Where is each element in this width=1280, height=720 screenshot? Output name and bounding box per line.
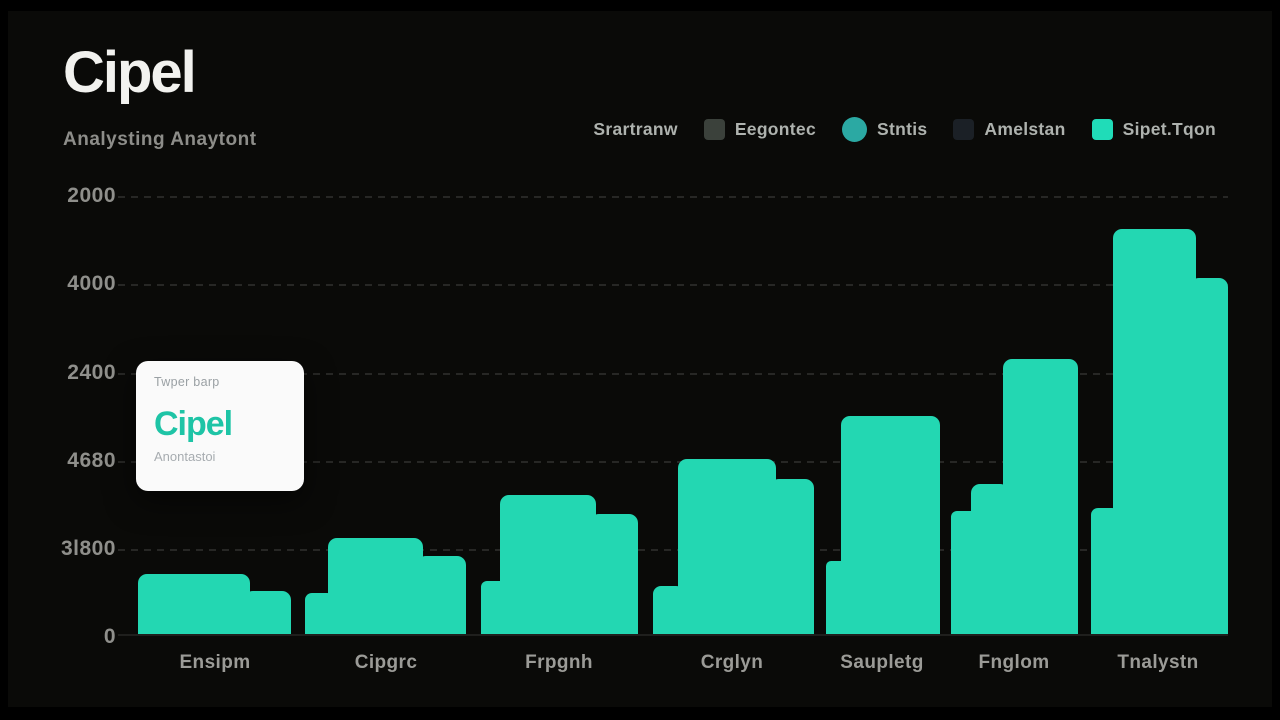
tooltip-eyebrow: Twper barp <box>154 375 220 389</box>
gridline <box>118 461 1228 463</box>
tooltip-title: Cipel <box>154 405 233 443</box>
y-tick-label: 0 <box>103 625 116 648</box>
app-subtitle: Analysting Anaytont <box>63 129 257 150</box>
legend-swatch-square <box>1091 119 1113 140</box>
x-tick-label-crglyn: Crglyn <box>700 652 764 673</box>
legend-item-5[interactable]: Sipet.Tqon <box>1091 119 1216 140</box>
chart-tooltip: Twper barp Cipel Anontastoi <box>136 361 304 491</box>
bar-segment-frpgnh[interactable] <box>590 514 638 634</box>
x-axis-line <box>118 634 1228 636</box>
gridline <box>118 549 1228 551</box>
legend-swatch-square <box>703 119 725 140</box>
y-tick-label: 3l800 <box>60 537 116 560</box>
bar-segment-tnalystn[interactable] <box>1113 229 1196 634</box>
plot-area: 2000 4000 2400 4680 3l800 0 Ensipm Cipgrc Frpgnh… <box>8 11 1272 707</box>
legend-label: Srartranw <box>593 119 678 139</box>
bar-segment-fnglom[interactable] <box>1003 359 1078 634</box>
gridline <box>118 196 1228 198</box>
app-title: Cipel <box>63 40 197 105</box>
legend-label: Stntis <box>876 119 928 139</box>
bar-segment-ensipm[interactable] <box>138 574 250 634</box>
y-tick-label: 4000 <box>67 272 116 295</box>
bar-segment-saupletg[interactable] <box>841 416 940 634</box>
gridline <box>118 284 1228 286</box>
y-tick-label: 4680 <box>67 449 116 472</box>
legend-swatch-square <box>953 119 975 140</box>
bar-segment-ensipm[interactable] <box>244 591 291 634</box>
bar-segment-crglyn[interactable] <box>770 479 814 634</box>
tooltip-caption: Anontastoi <box>154 449 216 464</box>
dashboard-panel: Cipel Analysting Anaytont Srartranw Eegon… <box>8 11 1272 707</box>
chart-legend: Srartranw Eegontec Stntis Amelstan Sipet.Tqo… <box>593 117 1216 142</box>
gridline <box>118 373 1228 375</box>
y-tick-label: 2400 <box>67 361 116 384</box>
legend-label: Sipet.Tqon <box>1122 119 1216 139</box>
bar-segment-cipgrc[interactable] <box>417 556 466 634</box>
y-tick-label: 2000 <box>67 184 116 207</box>
bar-segment-frpgnh[interactable] <box>500 495 596 634</box>
legend-item-1[interactable]: Srartranw <box>593 119 677 140</box>
legend-item-2[interactable]: Eegontec <box>703 119 816 140</box>
bar-segment-tnalystn[interactable] <box>1190 278 1228 634</box>
bar-segment-crglyn[interactable] <box>678 459 776 634</box>
x-tick-label-saupletg: Saupletg <box>840 652 924 673</box>
legend-item-4[interactable]: Amelstan <box>953 119 1065 140</box>
x-tick-label-frpgnh: Frpgnh <box>525 652 593 673</box>
bar-segment-cipgrc[interactable] <box>328 538 423 634</box>
x-tick-label-cipgrc: Cipgrc <box>354 652 418 673</box>
x-tick-label-ensipm: Ensipm <box>179 652 251 673</box>
legend-item-3[interactable]: Stntis <box>841 117 928 142</box>
legend-label: Eegontec <box>734 119 816 139</box>
x-tick-label-fnglom: Fnglom <box>978 652 1050 673</box>
x-tick-label-tnalystn: Tnalystn <box>1117 652 1199 673</box>
legend-swatch-circle <box>841 117 867 142</box>
legend-label: Amelstan <box>984 119 1066 139</box>
bar-segment-fnglom[interactable] <box>971 484 1009 634</box>
